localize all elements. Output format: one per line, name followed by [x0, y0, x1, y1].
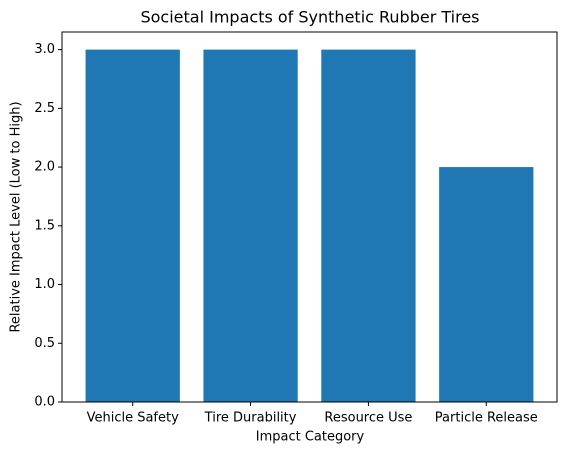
bar — [203, 49, 298, 402]
bar — [321, 49, 416, 402]
chart-title: Societal Impacts of Synthetic Rubber Tir… — [140, 8, 479, 27]
y-tick-label: 1.5 — [34, 218, 55, 233]
x-tick-label: Vehicle Safety — [87, 411, 180, 426]
y-tick-label: 0.0 — [34, 395, 55, 410]
y-tick-label: 2.0 — [34, 160, 55, 175]
bar — [439, 167, 534, 402]
y-tick-label: 2.5 — [34, 101, 55, 116]
x-tick-label: Resource Use — [324, 411, 412, 426]
x-axis-label: Impact Category — [256, 430, 365, 445]
x-tick-label: Tire Durability — [204, 411, 297, 426]
y-axis-label: Relative Impact Level (Low to High) — [9, 101, 24, 332]
y-tick-label: 3.0 — [34, 42, 55, 57]
plot-frame — [61, 31, 558, 403]
x-tick-label: Particle Release — [435, 411, 538, 426]
bar — [85, 49, 180, 402]
y-tick-label: 0.5 — [34, 336, 55, 351]
y-tick-label: 1.0 — [34, 277, 55, 292]
